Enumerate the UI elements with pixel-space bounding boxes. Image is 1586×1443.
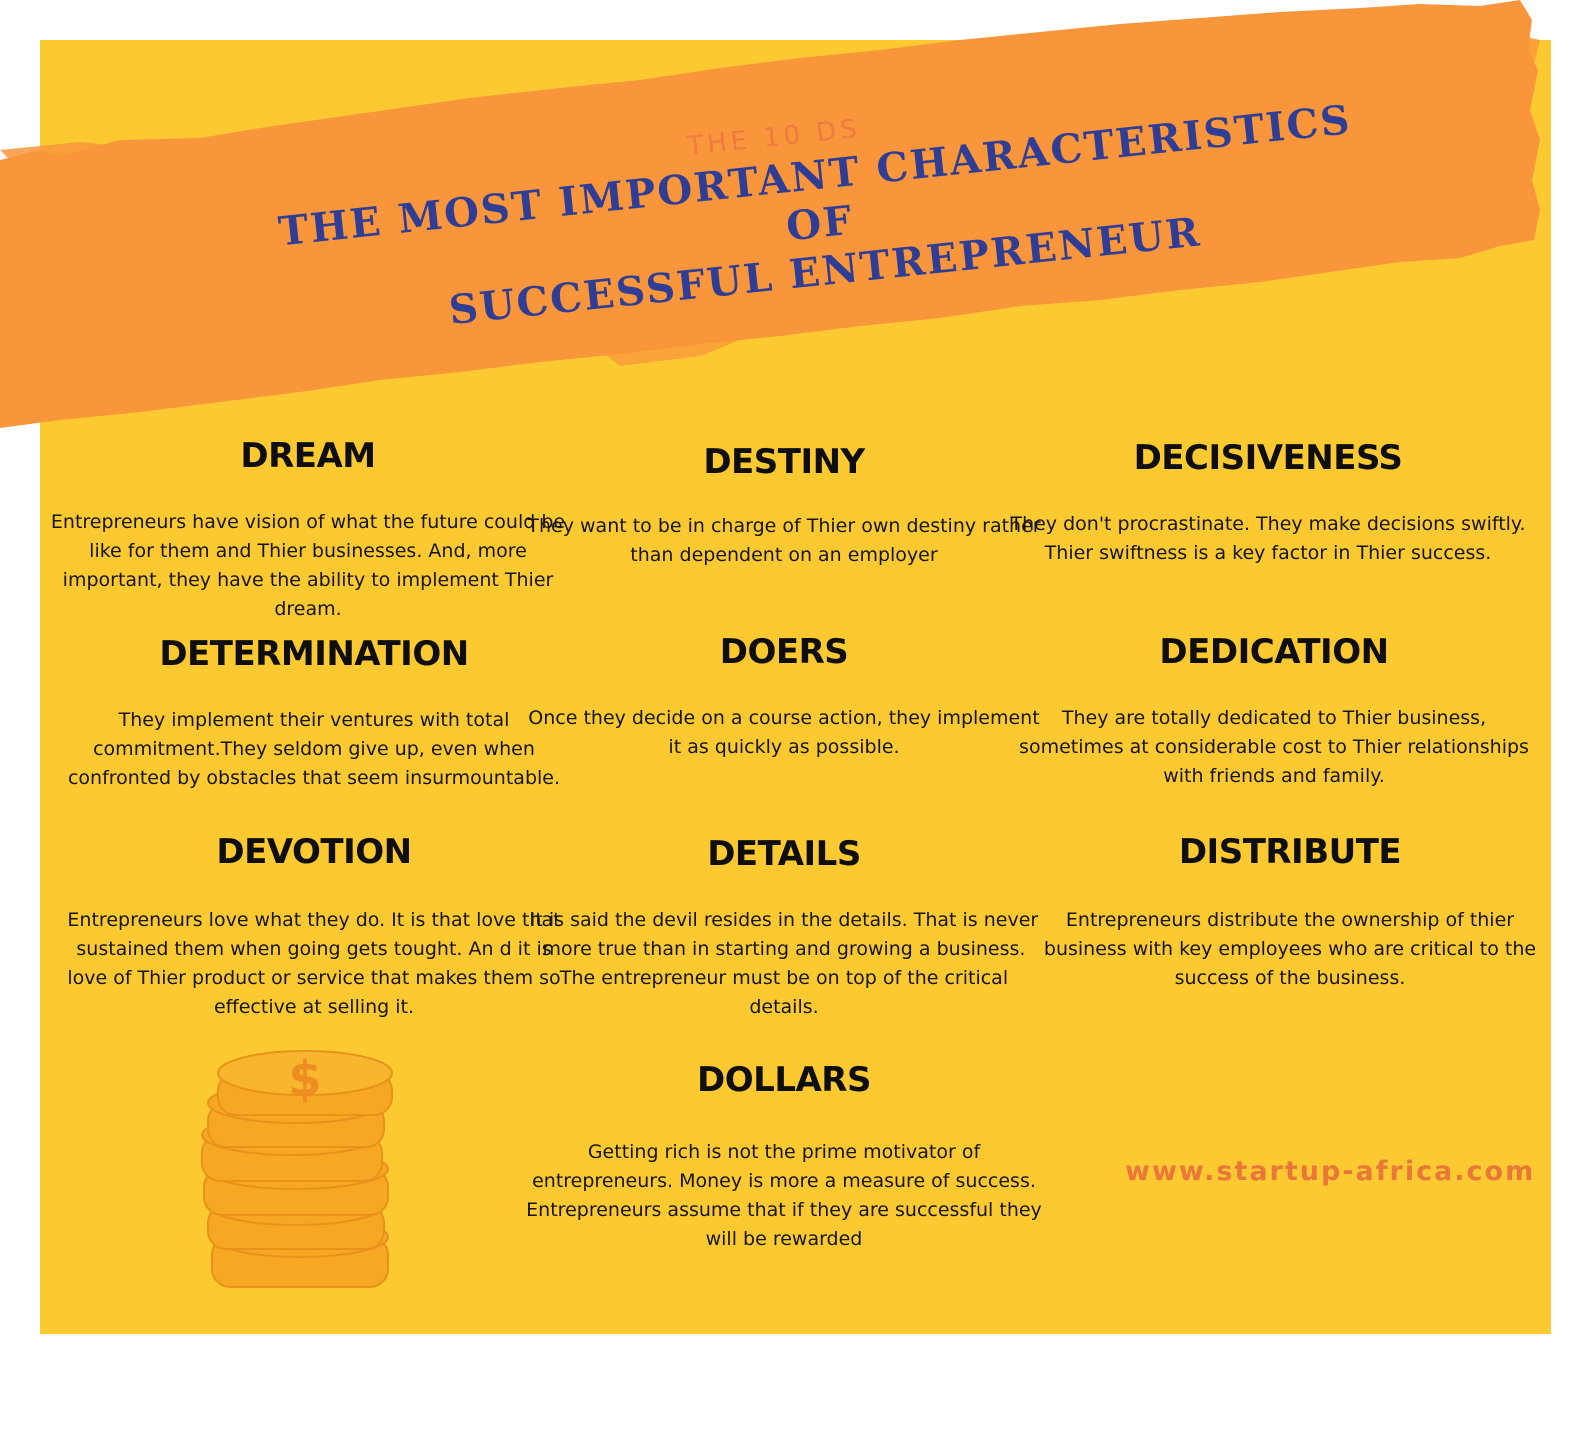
item-determination: DETERMINATION They implement their ventu… [54,634,574,793]
item-heading: DEVOTION [216,832,412,872]
coin-stack-icon: $ [201,1050,393,1288]
item-heading: DOERS [719,632,849,672]
item-heading: DECISIVENESS [1133,438,1403,478]
dollar-sign-icon: $ [288,1051,321,1107]
item-devotion: DEVOTION Entrepreneurs love what they do… [54,832,574,1022]
item-heading: DETERMINATION [159,634,469,674]
item-dedication: DEDICATION They are totally dedicated to… [1014,632,1534,791]
item-decisiveness: DECISIVENESS They don't procrastinate. T… [1008,438,1528,568]
item-heading: DISTRIBUTE [1178,832,1402,872]
item-body: Entrepreneurs distribute the ownership o… [1043,909,1537,989]
item-body: Getting rich is not the prime motivator … [526,1141,1042,1250]
item-distribute: DISTRIBUTE Entrepreneurs distribute the … [1030,832,1550,993]
item-body: Entrepreneurs love what they do. It is t… [67,909,561,1018]
item-body: They want to be in charge of Thier own d… [527,515,1041,566]
item-heading: DREAM [240,436,376,476]
item-body: They implement their ventures with total… [67,709,561,789]
item-body: They don't procrastinate. They make deci… [1010,513,1526,564]
item-heading: DESTINY [703,442,865,482]
item-doers: DOERS Once they decide on a course actio… [524,632,1044,762]
item-body: Entrepreneurs have vision of what the fu… [50,511,566,620]
item-heading: DOLLARS [697,1060,871,1100]
item-body: It is said the devil resides in the deta… [529,909,1039,1018]
item-heading: DETAILS [707,834,861,874]
item-details: DETAILS It is said the devil resides in … [524,834,1044,1022]
item-body: They are totally dedicated to Thier busi… [1019,707,1529,787]
item-body: Once they decide on a course action, the… [528,707,1040,758]
item-dream: DREAM Entrepreneurs have vision of what … [48,436,568,624]
item-destiny: DESTINY They want to be in charge of Thi… [524,442,1044,570]
item-heading: DEDICATION [1159,632,1389,672]
website-link[interactable]: www.startup-africa.com [1125,1156,1536,1187]
item-dollars: DOLLARS Getting rich is not the prime mo… [524,1060,1044,1254]
